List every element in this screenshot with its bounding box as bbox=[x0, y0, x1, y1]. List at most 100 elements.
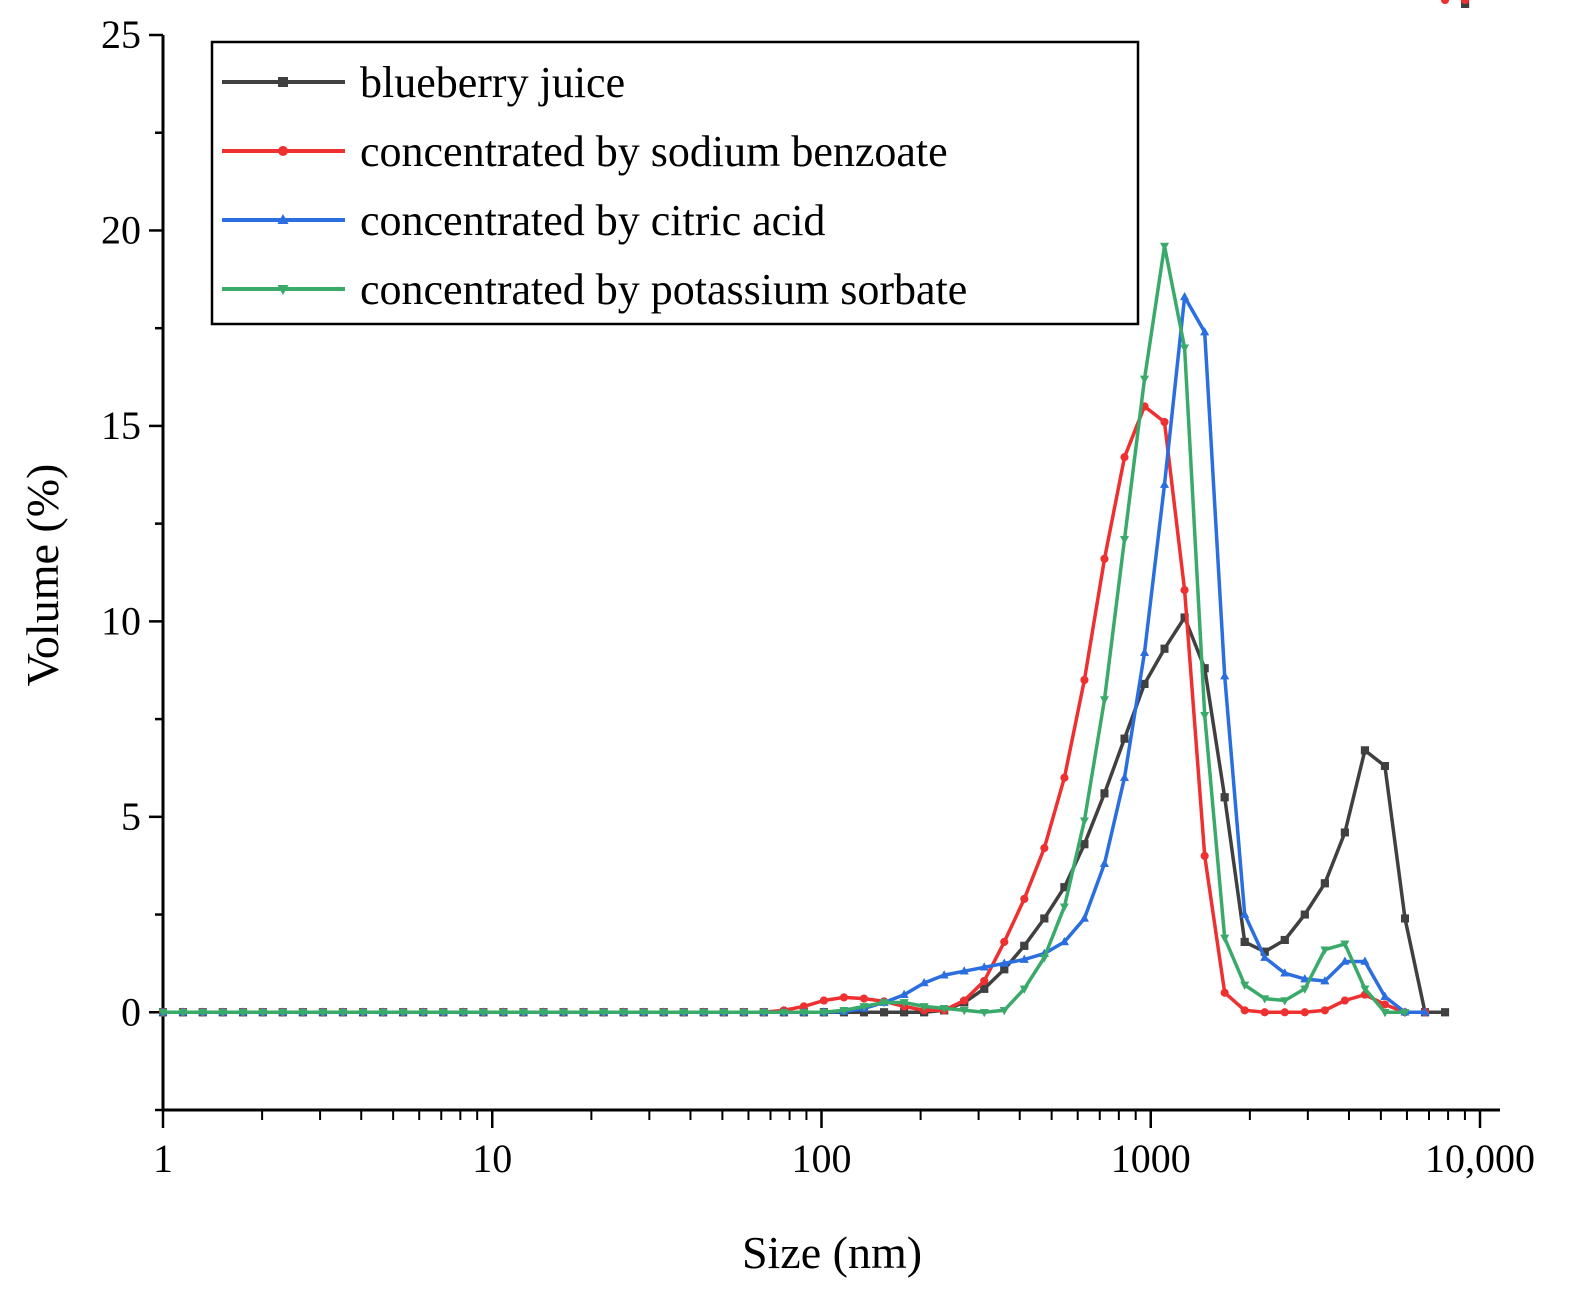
x-tick-label: 10 bbox=[472, 1136, 512, 1181]
data-point bbox=[959, 1007, 969, 1016]
data-point bbox=[218, 1009, 228, 1018]
y-tick-label: 5 bbox=[121, 794, 141, 839]
data-point bbox=[539, 1009, 548, 1018]
data-point bbox=[1260, 952, 1270, 961]
data-point bbox=[899, 999, 909, 1008]
data-point bbox=[859, 1003, 869, 1012]
data-point bbox=[599, 1009, 609, 1018]
data-point bbox=[959, 966, 969, 975]
data-point bbox=[1200, 664, 1209, 673]
data-point bbox=[458, 1009, 468, 1018]
data-point bbox=[338, 1009, 348, 1018]
legend-marker bbox=[277, 285, 289, 295]
data-point bbox=[1340, 956, 1350, 965]
data-point bbox=[1060, 773, 1069, 782]
data-point bbox=[1320, 976, 1330, 985]
data-point bbox=[1160, 479, 1169, 488]
y-tick-label: 10 bbox=[101, 598, 141, 643]
data-point bbox=[979, 962, 989, 971]
data-point bbox=[679, 1009, 689, 1018]
data-point bbox=[1360, 985, 1370, 994]
data-point bbox=[498, 1009, 508, 1018]
data-point bbox=[739, 1009, 749, 1018]
data-point bbox=[378, 1009, 388, 1018]
data-point bbox=[1280, 935, 1289, 944]
series-layer bbox=[158, 0, 1470, 1018]
data-point bbox=[1340, 940, 1350, 949]
data-point bbox=[999, 1007, 1009, 1016]
legend-marker bbox=[277, 214, 289, 224]
data-point bbox=[1441, 1008, 1450, 1017]
data-point bbox=[1040, 914, 1049, 923]
data-point bbox=[799, 1002, 808, 1011]
data-point bbox=[1220, 988, 1229, 997]
data-point bbox=[819, 996, 828, 1005]
legend-label: blueberry juice bbox=[360, 58, 625, 107]
legend-item: concentrated by sodium benzoate bbox=[222, 127, 948, 176]
x-tick-label: 10,000 bbox=[1425, 1136, 1535, 1181]
data-point bbox=[699, 1009, 709, 1018]
series-line bbox=[163, 615, 1446, 1015]
x-tick-label: 100 bbox=[792, 1136, 852, 1181]
data-point bbox=[1060, 883, 1069, 892]
data-point bbox=[1200, 851, 1209, 860]
legend-item: concentrated by citric acid bbox=[222, 196, 825, 245]
data-point bbox=[759, 1009, 769, 1018]
data-point bbox=[1380, 1000, 1389, 1009]
data-point bbox=[839, 1007, 849, 1016]
data-point bbox=[158, 1009, 168, 1018]
data-point bbox=[1360, 746, 1369, 755]
data-point bbox=[899, 989, 909, 998]
data-point bbox=[1140, 679, 1149, 688]
data-point bbox=[1039, 954, 1049, 963]
data-point bbox=[258, 1009, 268, 1018]
data-point bbox=[1280, 997, 1290, 1006]
data-point bbox=[559, 1009, 568, 1018]
legend-label: concentrated by citric acid bbox=[360, 196, 825, 245]
data-point bbox=[1240, 909, 1250, 918]
data-point bbox=[1100, 858, 1109, 867]
data-point bbox=[1240, 937, 1249, 946]
data-point bbox=[318, 1009, 328, 1018]
data-point bbox=[438, 1009, 448, 1018]
data-point bbox=[1300, 910, 1309, 919]
data-point bbox=[278, 1009, 288, 1018]
data-point bbox=[1220, 671, 1230, 680]
data-point bbox=[900, 1008, 909, 1017]
data-point bbox=[980, 977, 989, 985]
series-line bbox=[163, 295, 1425, 1015]
series-line bbox=[163, 244, 1405, 1015]
data-point bbox=[779, 1009, 789, 1018]
data-point bbox=[1120, 453, 1129, 462]
data-point bbox=[799, 1009, 809, 1018]
data-point bbox=[1160, 644, 1169, 653]
data-point bbox=[1240, 1006, 1249, 1015]
data-point bbox=[1340, 828, 1349, 837]
data-point bbox=[1080, 840, 1089, 849]
data-point bbox=[939, 970, 949, 979]
data-point bbox=[1059, 937, 1069, 946]
data-point bbox=[1320, 1006, 1329, 1015]
data-point bbox=[1080, 817, 1089, 826]
x-tick-label: 1 bbox=[153, 1136, 173, 1181]
y-tick-label: 0 bbox=[121, 989, 141, 1034]
x-tick-label: 1000 bbox=[1111, 1136, 1191, 1181]
data-point bbox=[880, 1008, 889, 1017]
data-point bbox=[1019, 954, 1029, 963]
data-point bbox=[479, 1009, 488, 1018]
data-point bbox=[1220, 793, 1229, 802]
data-point bbox=[1120, 772, 1129, 781]
legend-box bbox=[210, 40, 1140, 326]
data-point bbox=[1420, 1007, 1430, 1016]
data-point bbox=[1380, 991, 1390, 1000]
data-point bbox=[1100, 789, 1109, 798]
y-ticks: 0 5 10 15 20 25 bbox=[101, 12, 163, 1112]
data-point bbox=[298, 1009, 308, 1018]
data-point bbox=[1240, 981, 1250, 990]
data-point bbox=[1300, 985, 1310, 994]
data-point bbox=[1020, 894, 1029, 903]
legend-marker bbox=[278, 146, 288, 156]
data-point bbox=[579, 1009, 588, 1018]
data-point bbox=[1120, 734, 1129, 743]
